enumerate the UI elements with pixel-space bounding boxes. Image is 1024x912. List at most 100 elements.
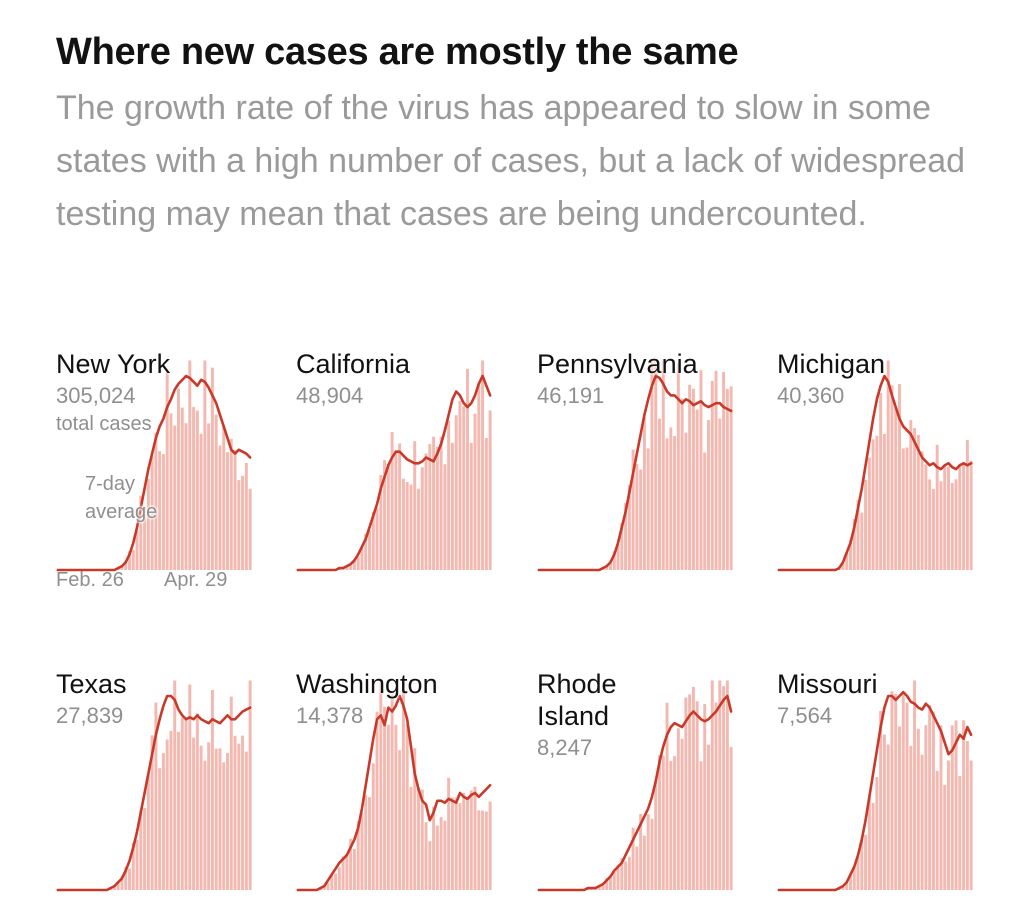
pennsylvania-daily-bar — [676, 363, 680, 570]
texas-daily-bar — [218, 748, 222, 890]
new-york-daily-bar — [244, 462, 248, 570]
pennsylvania-daily-bar — [624, 502, 628, 570]
california-seven-day-average-line — [296, 374, 492, 572]
pennsylvania-seven-day-average-line — [537, 374, 733, 572]
california-daily-bar — [375, 507, 379, 570]
washington-daily-bar — [428, 841, 432, 890]
michigan-daily-bar — [852, 519, 856, 570]
new-york-daily-bar — [173, 425, 177, 570]
pennsylvania-daily-bar — [612, 551, 616, 570]
rhode-island-daily-bar — [612, 872, 616, 890]
pennsylvania-daily-bar — [707, 419, 710, 570]
rhode-island-daily-bar — [627, 856, 631, 890]
chart-california — [296, 360, 492, 572]
texas-daily-bar — [169, 730, 173, 890]
state-name: Texas — [56, 669, 127, 699]
michigan-daily-bar — [924, 464, 928, 570]
rhode-island-daily-bar — [646, 814, 650, 890]
washington-daily-bar — [341, 856, 345, 890]
rhode-island-daily-bar — [620, 857, 624, 890]
pennsylvania-daily-bar — [695, 409, 699, 570]
missouri-daily-bar — [939, 725, 943, 890]
california-daily-bar — [424, 453, 428, 570]
new-york-seven-day-average-line — [56, 374, 252, 572]
rhode-island-daily-bar — [729, 746, 733, 890]
new-york-daily-bar — [184, 423, 188, 570]
california-daily-bar — [371, 511, 375, 570]
new-york-daily-bar — [154, 432, 158, 570]
rhode-island-daily-bar — [631, 827, 635, 890]
rhode-island-daily-bar — [714, 702, 718, 890]
chart-subtitle: The growth rate of the virus has appeare… — [56, 89, 966, 233]
case-count: 305,024 — [56, 383, 136, 408]
rhode-island-daily-bar — [725, 680, 729, 890]
michigan-daily-bar — [958, 463, 962, 570]
california-daily-bar — [360, 546, 364, 570]
missouri-daily-bar — [852, 866, 856, 890]
rhode-island-daily-bar — [688, 694, 692, 890]
missouri-daily-bar — [898, 726, 901, 890]
new-york-daily-bar — [165, 372, 169, 570]
michigan-daily-bar — [860, 512, 864, 570]
washington-daily-bar — [401, 680, 405, 890]
rhode-island-daily-bar — [673, 756, 677, 890]
texas-daily-bar — [233, 735, 237, 890]
missouri-daily-bar — [931, 711, 935, 890]
pennsylvania-daily-bar — [725, 388, 729, 570]
pennsylvania-daily-bar — [714, 370, 718, 570]
case-count: 40,360 — [777, 383, 845, 408]
texas-daily-bar — [158, 768, 162, 890]
missouri-daily-bar — [875, 777, 879, 890]
missouri-daily-bar — [924, 725, 928, 890]
michigan-daily-bar — [841, 562, 845, 570]
pennsylvania-daily-bar — [658, 418, 661, 570]
rhode-island-daily-bar — [609, 877, 612, 890]
california-daily-bar — [488, 410, 492, 570]
washington-daily-bar — [439, 817, 443, 890]
california-daily-bar — [477, 385, 481, 570]
missouri-daily-bar — [909, 745, 913, 890]
pennsylvania-daily-bar — [680, 398, 684, 570]
missouri-daily-bar — [950, 725, 954, 890]
washington-daily-bar — [322, 886, 326, 890]
texas-daily-bar — [154, 702, 158, 890]
case-count: 27,839 — [56, 703, 124, 728]
panel-texas: Texas 27,839 — [56, 660, 252, 892]
missouri-daily-bar — [882, 734, 886, 890]
rhode-island-daily-bar — [661, 755, 665, 890]
california-daily-bar — [439, 436, 443, 570]
washington-daily-bar — [386, 724, 390, 890]
new-york-daily-bar — [120, 566, 124, 570]
rhode-island-daily-bar — [707, 744, 710, 890]
washington-daily-bar — [375, 711, 379, 890]
pennsylvania-daily-bar — [710, 380, 714, 570]
missouri-daily-bar — [879, 710, 883, 890]
washington-daily-bar — [454, 797, 458, 890]
pennsylvania-daily-bar — [631, 449, 635, 570]
missouri-daily-bar — [969, 760, 973, 890]
new-york-daily-bar — [218, 445, 222, 570]
new-york-daily-bar — [169, 413, 173, 570]
washington-daily-bar — [481, 810, 485, 890]
texas-daily-bar — [195, 713, 199, 890]
california-daily-bar — [432, 436, 436, 570]
michigan-daily-bar — [962, 463, 966, 570]
texas-seven-day-average-line — [56, 694, 252, 892]
washington-daily-bar — [424, 822, 428, 890]
california-daily-bar — [368, 530, 371, 570]
texas-daily-bar — [199, 745, 203, 890]
pennsylvania-daily-bar — [661, 360, 665, 570]
washington-daily-bar — [458, 803, 462, 890]
chart-new-york — [56, 360, 252, 572]
state-name: Washington — [296, 669, 438, 699]
california-daily-bar — [481, 360, 485, 570]
washington-daily-bar — [368, 797, 371, 890]
texas-daily-bar — [207, 742, 211, 890]
missouri-daily-bar — [871, 802, 875, 890]
state-name: Michigan — [777, 349, 886, 379]
washington-daily-bar — [394, 724, 398, 890]
california-daily-bar — [349, 565, 353, 570]
missouri-daily-bar — [920, 754, 924, 890]
rhode-island-daily-bar — [695, 701, 699, 890]
texas-daily-bar — [139, 810, 143, 890]
